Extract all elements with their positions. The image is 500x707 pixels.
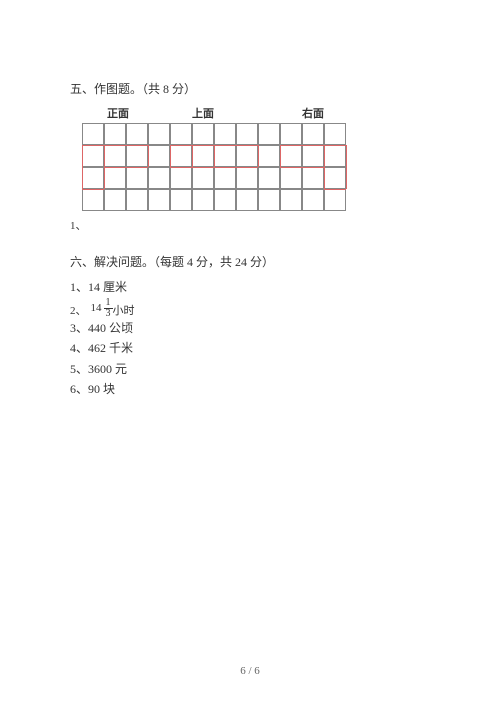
answer-4: 4、462 千米 xyxy=(70,339,430,358)
answer-text: 462 千米 xyxy=(88,341,133,355)
label-front: 正面 xyxy=(88,105,148,121)
answer-num: 3、 xyxy=(70,321,88,335)
answer-3: 3、440 公顷 xyxy=(70,319,430,338)
denominator: 3 xyxy=(104,309,113,319)
answer-1: 1、14 厘米 xyxy=(70,278,430,297)
answer-num: 2、 xyxy=(70,304,87,319)
grid-labels-row: 正面 上面 右面 xyxy=(82,105,430,121)
answer-5: 5、3600 元 xyxy=(70,360,430,379)
answer-2: 2、 14 1 3 小时 xyxy=(70,298,430,319)
label-side: 右面 xyxy=(283,105,343,121)
answer-text: 440 公顷 xyxy=(88,321,133,335)
answer-num: 5、 xyxy=(70,362,88,376)
drawing-grid xyxy=(82,123,346,211)
answer-6: 6、90 块 xyxy=(70,380,430,399)
item-number-1: 1、 xyxy=(70,217,430,233)
answers-list: 1、14 厘米 2、 14 1 3 小时 3、440 公顷 4、462 千米 5… xyxy=(70,278,430,399)
answer-num: 1、 xyxy=(70,280,88,294)
answer-text: 3600 元 xyxy=(88,362,127,376)
answer-text: 90 块 xyxy=(88,382,115,396)
answer-unit: 小时 xyxy=(113,304,135,319)
label-top: 上面 xyxy=(148,105,258,121)
section-6-header: 六、解决问题。（每题 4 分，共 24 分） xyxy=(70,253,430,270)
fraction: 1 3 xyxy=(104,298,113,319)
answer-num: 4、 xyxy=(70,341,88,355)
section-5-header: 五、作图题。（共 8 分） xyxy=(70,80,430,97)
whole-number: 14 xyxy=(91,301,102,316)
answer-text: 14 厘米 xyxy=(88,280,127,294)
answer-num: 6、 xyxy=(70,382,88,396)
drawing-grid-container: 正面 上面 右面 xyxy=(82,105,430,211)
mixed-fraction: 14 1 3 xyxy=(91,298,113,319)
page-number: 6 / 6 xyxy=(0,665,500,677)
